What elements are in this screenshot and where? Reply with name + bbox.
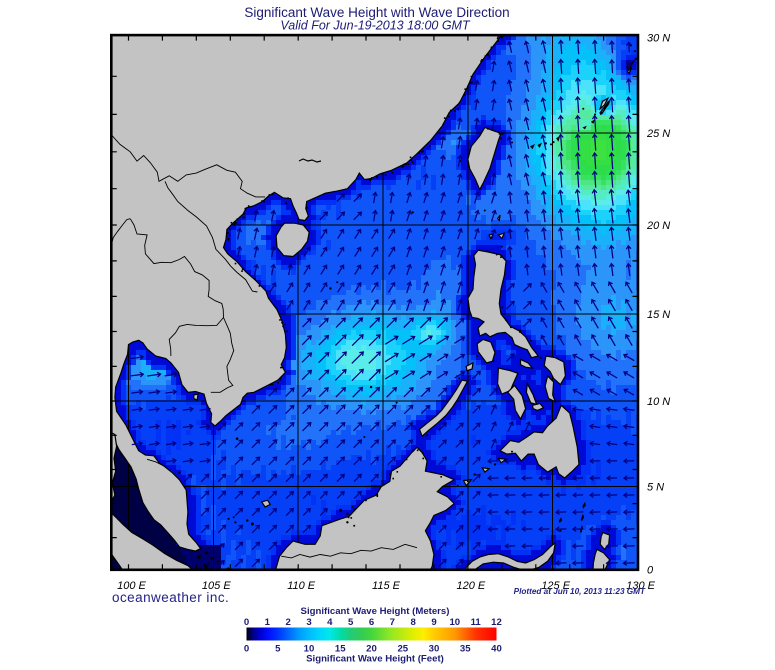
svg-text:2: 2 bbox=[286, 617, 291, 628]
svg-text:3: 3 bbox=[306, 617, 311, 628]
svg-text:Valid For Jun-19-2013 18:00 GM: Valid For Jun-19-2013 18:00 GMT bbox=[280, 19, 471, 33]
svg-text:6: 6 bbox=[369, 617, 374, 628]
svg-text:30 N: 30 N bbox=[647, 33, 670, 45]
svg-text:30: 30 bbox=[429, 644, 440, 655]
svg-text:5: 5 bbox=[348, 617, 354, 628]
svg-text:Significant Wave Height (Feet): Significant Wave Height (Feet) bbox=[306, 654, 444, 665]
svg-text:Significant Wave Height with W: Significant Wave Height with Wave Direct… bbox=[244, 5, 509, 20]
svg-text:1: 1 bbox=[265, 617, 271, 628]
svg-text:0: 0 bbox=[244, 644, 249, 655]
svg-text:25 N: 25 N bbox=[646, 128, 670, 140]
svg-text:10: 10 bbox=[449, 617, 460, 628]
svg-text:9: 9 bbox=[431, 617, 436, 628]
svg-text:15: 15 bbox=[335, 644, 346, 655]
svg-text:oceanweather inc.: oceanweather inc. bbox=[112, 590, 229, 605]
svg-text:100 E: 100 E bbox=[117, 580, 146, 592]
svg-text:125 E: 125 E bbox=[541, 580, 570, 592]
svg-text:5 N: 5 N bbox=[647, 482, 664, 494]
svg-text:12: 12 bbox=[491, 617, 502, 628]
svg-text:0: 0 bbox=[647, 565, 654, 577]
svg-text:20 N: 20 N bbox=[646, 220, 670, 232]
svg-text:110 E: 110 E bbox=[287, 580, 316, 592]
svg-text:Significant Wave Height (Meter: Significant Wave Height (Meters) bbox=[301, 606, 450, 617]
svg-text:120 E: 120 E bbox=[457, 580, 486, 592]
svg-text:7: 7 bbox=[390, 617, 395, 628]
svg-text:0: 0 bbox=[244, 617, 249, 628]
svg-text:40: 40 bbox=[491, 644, 502, 655]
svg-text:20: 20 bbox=[366, 644, 377, 655]
svg-text:10: 10 bbox=[304, 644, 315, 655]
svg-text:8: 8 bbox=[411, 617, 417, 628]
svg-text:5: 5 bbox=[275, 644, 281, 655]
svg-text:11: 11 bbox=[471, 617, 482, 628]
svg-text:105 E: 105 E bbox=[202, 580, 231, 592]
svg-text:115 E: 115 E bbox=[372, 580, 401, 592]
svg-text:130 E: 130 E bbox=[626, 580, 655, 592]
svg-text:15 N: 15 N bbox=[647, 309, 670, 321]
svg-text:4: 4 bbox=[327, 617, 333, 628]
svg-text:10 N: 10 N bbox=[647, 396, 670, 408]
svg-text:25: 25 bbox=[397, 644, 408, 655]
svg-text:35: 35 bbox=[460, 644, 471, 655]
svg-text:Plotted at Jun 10, 2013 11:23: Plotted at Jun 10, 2013 11:23 GMT bbox=[514, 587, 646, 596]
